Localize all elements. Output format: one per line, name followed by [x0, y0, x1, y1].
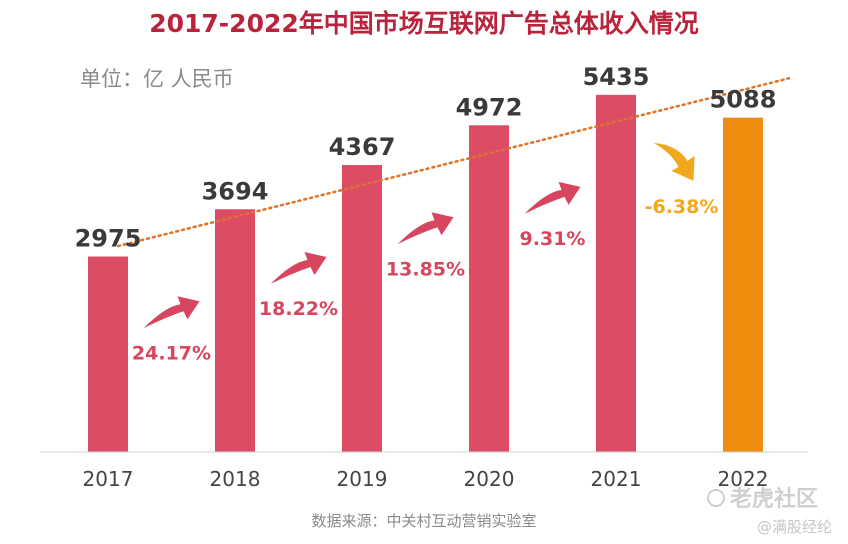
trend-line — [116, 77, 791, 248]
source-text: 数据来源：中关村互动营销实验室 — [311, 512, 536, 530]
up-arrow-icon — [397, 212, 454, 245]
value-label-2020: 4972 — [456, 93, 523, 121]
tiger-logo-icon — [707, 489, 725, 507]
value-labels: 2975 3694 4367 4972 5435 5088 — [75, 63, 777, 253]
down-arrow-icon — [653, 142, 695, 181]
unit-label: 单位：亿 人民币 — [80, 67, 234, 91]
up-arrow-icon — [524, 181, 581, 214]
value-label-2021: 5435 — [583, 63, 650, 91]
value-label-2022: 5088 — [710, 86, 777, 114]
x-tick-2020: 2020 — [464, 467, 515, 491]
x-tick-2018: 2018 — [210, 467, 261, 491]
growth-2020: 13.85% — [386, 212, 465, 280]
growth-label: 18.22% — [259, 298, 338, 320]
value-label-2017: 2975 — [75, 225, 142, 253]
up-arrow-icon — [143, 296, 200, 329]
bar-2020 — [469, 125, 509, 453]
chart-title: 2017-2022年中国市场互联网广告总体收入情况 — [149, 9, 699, 38]
watermark-brand: 老虎社区 — [729, 486, 818, 512]
value-label-2018: 3694 — [202, 177, 269, 205]
growth-2018: 24.17% — [132, 296, 211, 364]
growth-arrows: 24.17% 18.22% 13.85% 9.31% -6.38% — [132, 142, 719, 364]
bar-2019 — [342, 165, 382, 453]
watermark: 老虎社区 @满股经纶 — [707, 486, 832, 536]
growth-2021: 9.31% — [520, 181, 586, 250]
x-tick-2022: 2022 — [718, 467, 769, 491]
watermark-author: @满股经纶 — [757, 518, 832, 536]
x-axis-ticks: 2017 2018 2019 2020 2021 2022 — [83, 467, 769, 491]
x-tick-2017: 2017 — [83, 467, 134, 491]
x-tick-2019: 2019 — [337, 467, 388, 491]
growth-label: 24.17% — [132, 342, 211, 364]
bar-2022 — [723, 117, 763, 452]
up-arrow-icon — [270, 252, 327, 285]
growth-2019: 18.22% — [259, 252, 338, 320]
value-label-2019: 4367 — [329, 133, 396, 161]
bars — [88, 94, 763, 453]
growth-label: 13.85% — [386, 258, 465, 280]
growth-2022: -6.38% — [645, 142, 719, 218]
growth-label: -6.38% — [645, 196, 719, 218]
bar-2018 — [215, 209, 255, 452]
x-tick-2021: 2021 — [591, 467, 642, 491]
growth-label: 9.31% — [520, 228, 586, 250]
bar-2017 — [88, 256, 128, 452]
bar-2021 — [596, 94, 636, 452]
